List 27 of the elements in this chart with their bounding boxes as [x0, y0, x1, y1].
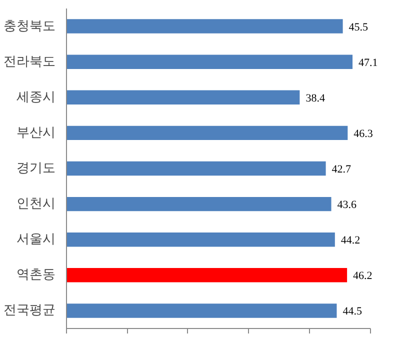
- bar: [66, 19, 343, 34]
- bar: [66, 54, 353, 69]
- y-tick-label: 인천시: [16, 196, 56, 212]
- y-tick-label: 서울시: [16, 232, 56, 248]
- bar: [66, 304, 337, 318]
- bar: [66, 90, 300, 104]
- y-tick-label: 전라북도: [4, 54, 56, 70]
- data-label: 38.4: [306, 92, 326, 104]
- y-tick-label: 부산시: [16, 125, 56, 140]
- bar: [66, 161, 326, 176]
- y-tick-label: 역촌동: [16, 268, 56, 283]
- data-label: 43.6: [337, 199, 358, 212]
- data-label: 46.3: [354, 128, 374, 140]
- bar: [66, 268, 348, 282]
- bar: [66, 196, 332, 212]
- y-tick-label: 경기도: [16, 161, 56, 176]
- data-label: 42.7: [332, 164, 352, 176]
- data-label: 45.5: [348, 21, 369, 34]
- data-label: 44.2: [340, 234, 360, 247]
- bar: [66, 126, 348, 140]
- data-label: 46.2: [353, 270, 372, 282]
- y-tick-label: 충청북도: [4, 18, 56, 34]
- data-label: 47.1: [358, 56, 378, 69]
- data-label: 44.5: [342, 306, 362, 318]
- bar: [66, 232, 335, 247]
- y-tick-label: 세종시: [16, 90, 56, 105]
- y-tick-label: 전국평균: [4, 303, 56, 318]
